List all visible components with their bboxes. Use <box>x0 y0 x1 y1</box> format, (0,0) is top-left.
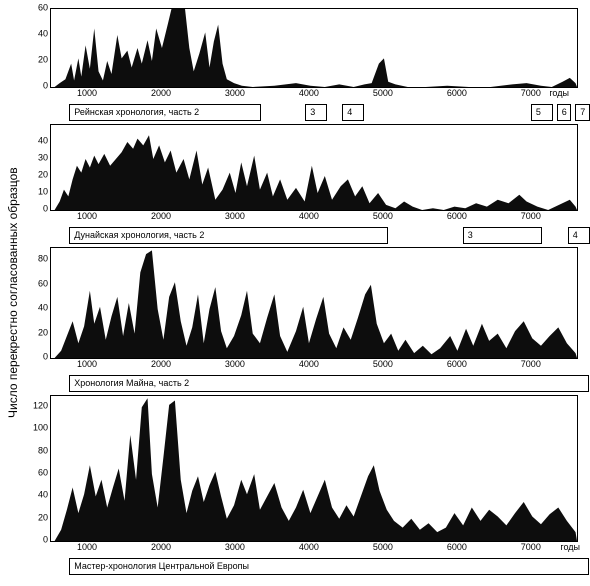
y-tick-label: 20 <box>38 56 48 65</box>
y-tick-label: 120 <box>33 402 48 411</box>
x-tick-label: 7000 <box>521 211 541 221</box>
y-tick-label: 20 <box>38 171 48 180</box>
y-tick-label: 60 <box>38 279 48 288</box>
plot-area <box>50 247 578 359</box>
y-tick-label: 40 <box>38 304 48 313</box>
y-ticks: 0204060 <box>22 8 48 122</box>
x-tick-label: 2000 <box>151 359 171 369</box>
y-tick-label: 0 <box>43 205 48 214</box>
x-tick-label: 4000 <box>299 88 319 98</box>
y-tick-label: 100 <box>33 424 48 433</box>
caption-row: Мастер-хронология Центральной Европы <box>50 558 578 576</box>
caption-box: 4 <box>568 227 590 244</box>
x-tick-label: 3000 <box>225 88 245 98</box>
x-ticks: 1000 2000 3000 4000 5000 6000 7000 <box>50 211 578 225</box>
x-tick-label: 2000 <box>151 88 171 98</box>
x-tick-label: 1000 <box>77 542 97 552</box>
x-tick-label: 1000 <box>77 359 97 369</box>
y-tick-label: 60 <box>38 469 48 478</box>
y-tick-label: 0 <box>43 82 48 91</box>
y-tick-label: 0 <box>43 353 48 362</box>
x-tick-label: 6000 <box>447 211 467 221</box>
x-tick-label: 7000 <box>521 88 541 98</box>
y-tick-label: 20 <box>38 328 48 337</box>
y-ticks: 0 20 40 60 80 <box>22 247 48 393</box>
y-tick-label: 60 <box>38 4 48 13</box>
panel-rhine: 02040601000200030004000500060007000годыР… <box>22 8 578 122</box>
caption-box: Хронология Майна, часть 2 <box>69 375 588 392</box>
panels-container: 02040601000200030004000500060007000годыР… <box>22 8 578 578</box>
years-label: годы <box>549 88 569 98</box>
area-chart <box>51 396 577 541</box>
y-tick-label: 80 <box>38 255 48 264</box>
x-tick-label: 7000 <box>521 542 541 552</box>
y-tick-label: 0 <box>43 536 48 545</box>
caption-box: Дунайская хронология, часть 2 <box>69 227 388 244</box>
x-tick-label: 6000 <box>447 542 467 552</box>
caption-box: 7 <box>575 104 590 121</box>
x-tick-label: 4000 <box>299 542 319 552</box>
caption-box: 4 <box>342 104 364 121</box>
y-tick-label: 40 <box>38 137 48 146</box>
x-tick-label: 3000 <box>225 542 245 552</box>
plot-area <box>50 124 578 211</box>
area-chart <box>51 125 577 210</box>
x-tick-label: 2000 <box>151 542 171 552</box>
panel-main: 0 20 40 60 80 1000 2000 3000 4000 5000 6000 7000 Хро… <box>22 247 578 393</box>
caption-row: Рейнская хронология, часть 234567 <box>50 104 578 122</box>
x-tick-label: 6000 <box>447 359 467 369</box>
area-chart <box>51 9 577 87</box>
x-tick-label: 2000 <box>151 211 171 221</box>
caption-box: 6 <box>557 104 572 121</box>
y-axis-label: Число перекрестно согласованных образцов <box>4 8 22 578</box>
caption-row: Хронология Майна, часть 2 <box>50 375 578 393</box>
caption-box: Рейнская хронология, часть 2 <box>69 104 261 121</box>
x-tick-label: 4000 <box>299 359 319 369</box>
caption-box: 3 <box>463 227 542 244</box>
x-tick-label: 3000 <box>225 211 245 221</box>
panel-danube: 0 10 20 30 40 1000 2000 3000 4000 5000 6000 7000 Дун… <box>22 124 578 245</box>
y-tick-label: 30 <box>38 154 48 163</box>
x-tick-label: 5000 <box>373 88 393 98</box>
y-tick-label: 40 <box>38 491 48 500</box>
x-ticks: 1000 2000 3000 4000 5000 6000 7000 годы <box>50 88 578 102</box>
plot-area <box>50 395 578 542</box>
x-ticks: 1000 2000 3000 4000 5000 6000 7000 <box>50 359 578 373</box>
y-tick-label: 20 <box>38 513 48 522</box>
caption-box: 3 <box>305 104 327 121</box>
x-tick-label: 1000 <box>77 88 97 98</box>
x-tick-label: 7000 <box>521 359 541 369</box>
x-tick-label: 3000 <box>225 359 245 369</box>
y-ticks: 0 10 20 30 40 <box>22 124 48 245</box>
x-tick-label: 5000 <box>373 359 393 369</box>
caption-box: Мастер-хронология Центральной Европы <box>69 558 588 575</box>
y-tick-label: 80 <box>38 446 48 455</box>
x-tick-label: 5000 <box>373 542 393 552</box>
area-chart <box>51 248 577 358</box>
x-ticks: 1000 2000 3000 4000 5000 6000 7000 годы <box>50 542 578 556</box>
caption-row: Дунайская хронология, часть 234 <box>50 227 578 245</box>
years-label: годы <box>560 542 580 552</box>
figure: Число перекрестно согласованных образцов… <box>4 8 578 578</box>
y-tick-label: 10 <box>38 188 48 197</box>
x-tick-label: 1000 <box>77 211 97 221</box>
y-tick-label: 40 <box>38 30 48 39</box>
x-tick-label: 6000 <box>447 88 467 98</box>
x-tick-label: 5000 <box>373 211 393 221</box>
x-tick-label: 4000 <box>299 211 319 221</box>
plot-area <box>50 8 578 88</box>
caption-box: 5 <box>531 104 553 121</box>
